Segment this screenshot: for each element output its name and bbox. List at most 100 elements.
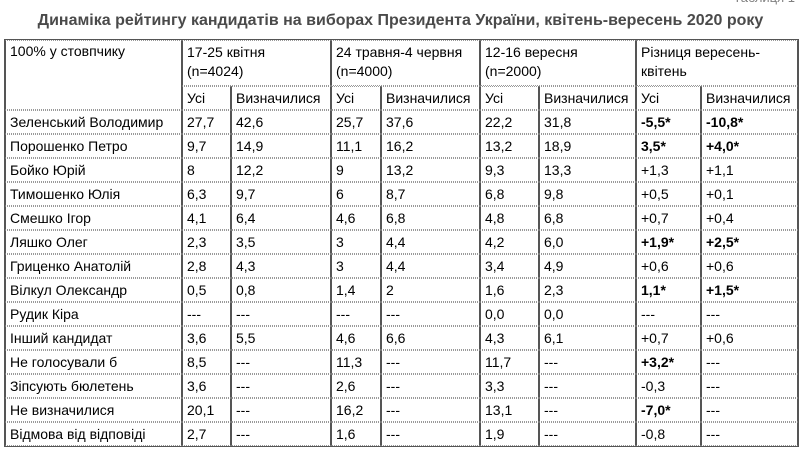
value-cell: 9,7 xyxy=(231,182,331,207)
value-cell: +0,1 xyxy=(701,182,798,207)
value-cell: +0,7 xyxy=(636,326,701,351)
value-cell: 6,8 xyxy=(381,206,480,231)
value-cell: +0,6 xyxy=(701,326,798,351)
value-cell: 31,8 xyxy=(539,110,636,135)
row-label: Зіпсують бюлетень xyxy=(5,374,182,399)
value-cell: 16,2 xyxy=(331,398,381,423)
row-label: Бойко Юрій xyxy=(5,158,182,183)
value-cell: 18,9 xyxy=(539,134,636,159)
period-header-april: 17-25 квітня (n=4024) xyxy=(182,40,331,87)
value-cell: 6,0 xyxy=(539,230,636,255)
value-cell: 0,0 xyxy=(539,302,636,327)
value-cell: 2,7 xyxy=(182,422,231,447)
table-row: Зеленський Володимир 27,7 42,6 25,7 37,6 22,2… xyxy=(5,110,798,135)
value-cell: 2,8 xyxy=(182,254,231,279)
value-cell: 2,3 xyxy=(539,278,636,303)
row-label: Рудик Кіра xyxy=(5,302,182,327)
period-label: 12-16 вересня xyxy=(485,44,578,61)
subheader-all: Усі xyxy=(331,86,381,111)
value-cell: --- xyxy=(636,302,701,327)
value-cell: +0,7 xyxy=(636,206,701,231)
table-row: Бойко Юрій 8 12,2 9 13,2 9,3 13,3 +1,3 +1,1 xyxy=(5,158,798,183)
value-cell: --- xyxy=(701,302,798,327)
value-cell: --- xyxy=(231,302,331,327)
value-cell: 20,1 xyxy=(182,398,231,423)
table-row: Вілкул Олександр 0,5 0,8 1,4 2 1,6 2,3 1,1* +1,5… xyxy=(5,278,798,303)
value-cell: 3,5* xyxy=(636,134,701,159)
value-cell: --- xyxy=(701,374,798,399)
value-cell: 8,5 xyxy=(182,350,231,375)
value-cell: 11,3 xyxy=(331,350,381,375)
value-cell: --- xyxy=(182,302,231,327)
row-label: Порошенко Петро xyxy=(5,134,182,159)
value-cell: --- xyxy=(231,350,331,375)
value-cell: 25,7 xyxy=(331,110,381,135)
table-row: Інший кандидат 3,6 5,5 4,6 6,6 4,3 6,1 +0,7 +0,6 xyxy=(5,326,798,351)
value-cell: 4,2 xyxy=(480,230,539,255)
value-cell: 1,6 xyxy=(480,278,539,303)
value-cell: 11,7 xyxy=(480,350,539,375)
row-label: Ляшко Олег xyxy=(5,230,182,255)
value-cell: 4,6 xyxy=(331,206,381,231)
subheader-all: Усі xyxy=(480,86,539,111)
value-cell: +0,6 xyxy=(636,254,701,279)
period-label: Різниця вересень-квітень xyxy=(641,44,761,80)
period-sample-size: (n=4024) xyxy=(187,63,244,80)
value-cell: 4,6 xyxy=(331,326,381,351)
value-cell: +2,5* xyxy=(701,230,798,255)
value-cell: 6,8 xyxy=(480,182,539,207)
period-header-september: 12-16 вересня (n=2000) xyxy=(480,40,636,87)
value-cell: 4,3 xyxy=(231,254,331,279)
value-cell: 8 xyxy=(182,158,231,183)
value-cell: --- xyxy=(539,350,636,375)
value-cell: --- xyxy=(701,350,798,375)
value-cell: --- xyxy=(701,398,798,423)
row-label: Не голосували б xyxy=(5,350,182,375)
value-cell: 2,3 xyxy=(182,230,231,255)
value-cell: 9,3 xyxy=(480,158,539,183)
header-row-subgroups: Усі Визначилися Усі Визначилися Усі Визн… xyxy=(5,86,798,111)
value-cell: 12,2 xyxy=(231,158,331,183)
value-cell: 6 xyxy=(331,182,381,207)
value-cell: --- xyxy=(231,422,331,447)
value-cell: 4,9 xyxy=(539,254,636,279)
value-cell: 4,1 xyxy=(182,206,231,231)
row-label: Зеленський Володимир xyxy=(5,110,182,135)
value-cell: -0,8 xyxy=(636,422,701,447)
value-cell: 13,2 xyxy=(381,158,480,183)
value-cell: 13,1 xyxy=(480,398,539,423)
value-cell: 3,6 xyxy=(182,326,231,351)
value-cell: 27,7 xyxy=(182,110,231,135)
value-cell: 6,6 xyxy=(381,326,480,351)
value-cell: +0,4 xyxy=(701,206,798,231)
value-cell: 1,1* xyxy=(636,278,701,303)
table-row: Гриценко Анатолій 2,8 4,3 3 4,4 3,4 4,9 +0,6 +0,… xyxy=(5,254,798,279)
value-cell: --- xyxy=(539,422,636,447)
period-label: 24 травня-4 червня xyxy=(336,44,463,61)
value-cell: 9,8 xyxy=(539,182,636,207)
value-cell: +1,1 xyxy=(701,158,798,183)
value-cell: 1,4 xyxy=(331,278,381,303)
table-row: Смешко Ігор 4,1 6,4 4,6 6,8 4,8 6,8 +0,7 +0,4 xyxy=(5,206,798,231)
value-cell: 6,4 xyxy=(231,206,331,231)
subheader-decided: Визначилися xyxy=(539,86,636,111)
table-row: Тимошенко Юлія 6,3 9,7 6 8,7 6,8 9,8 +0,5 +0,1 xyxy=(5,182,798,207)
value-cell: +1,5* xyxy=(701,278,798,303)
row-label: Тимошенко Юлія xyxy=(5,182,182,207)
value-cell: --- xyxy=(381,350,480,375)
period-header-difference: Різниця вересень-квітень xyxy=(636,40,798,87)
value-cell: 4,4 xyxy=(381,230,480,255)
table-row: Зіпсують бюлетень 3,6 --- 2,6 --- 3,3 --- -0,3-… xyxy=(5,374,798,399)
table-row: Відмова від відповіді 2,7 --- 1,6 --- 1,9 --- -… xyxy=(5,422,798,447)
value-cell: 42,6 xyxy=(231,110,331,135)
table-row: Не визначилися 20,1 --- 16,2 --- 13,1 --- -7,0*… xyxy=(5,398,798,423)
row-label: Відмова від відповіді xyxy=(5,422,182,447)
value-cell: 3,6 xyxy=(182,374,231,399)
value-cell: --- xyxy=(231,398,331,423)
corner-header: 100% у стовпчику xyxy=(5,40,182,111)
value-cell: 8,7 xyxy=(381,182,480,207)
value-cell: 37,6 xyxy=(381,110,480,135)
period-sample-size: (n=2000) xyxy=(485,63,542,80)
value-cell: +4,0* xyxy=(701,134,798,159)
ratings-table: 100% у стовпчику 17-25 квітня (n=4024) 2… xyxy=(4,39,799,448)
